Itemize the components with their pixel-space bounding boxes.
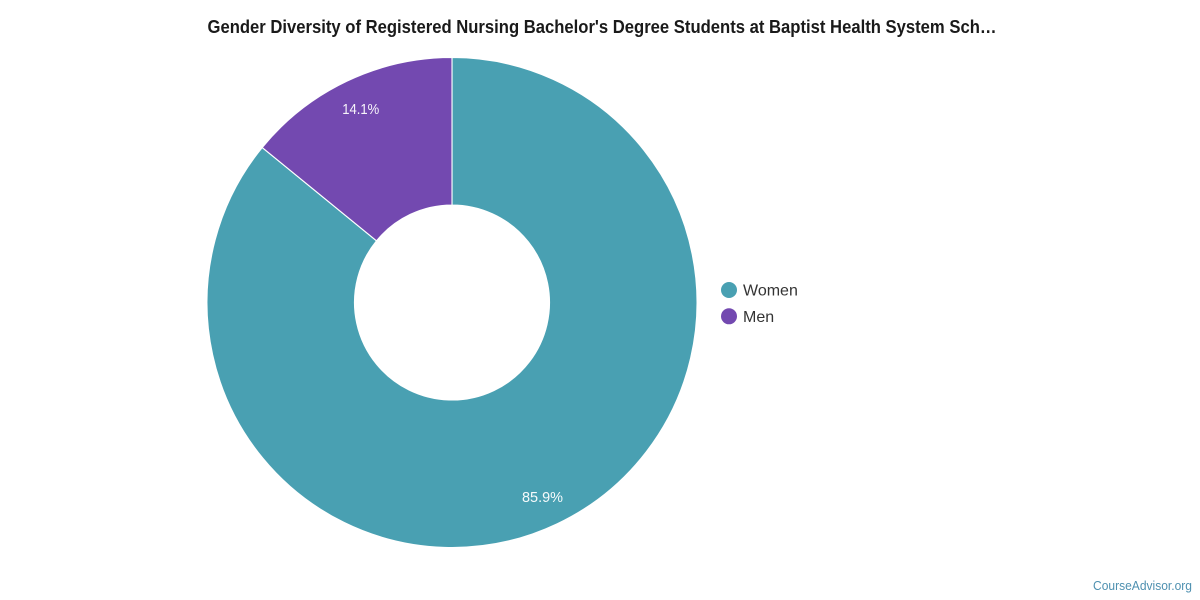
svg-text:Women: Women — [743, 283, 798, 300]
svg-text:85.9%: 85.9% — [522, 489, 563, 506]
svg-text:CourseAdvisor.org: CourseAdvisor.org — [1093, 578, 1192, 593]
svg-text:Gender Diversity of Registered: Gender Diversity of Registered Nursing B… — [208, 17, 997, 37]
svg-text:14.1%: 14.1% — [342, 101, 379, 118]
svg-text:Men: Men — [743, 309, 774, 326]
